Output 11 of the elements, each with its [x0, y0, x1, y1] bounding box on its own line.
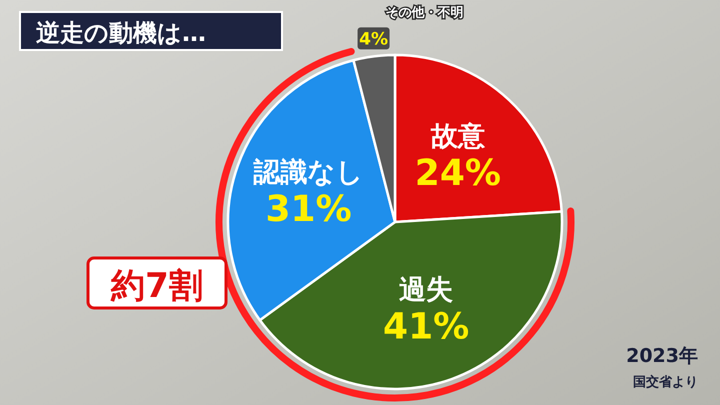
slice-label: 認識なし: [252, 156, 364, 188]
slice-label: 故意: [430, 121, 486, 152]
slice-label: 過失: [399, 274, 454, 306]
data-label: 24%: [414, 153, 501, 194]
data-label: 4%: [359, 29, 388, 50]
text: 国交省より: [633, 374, 698, 390]
text: 約7割: [110, 266, 203, 306]
text: 逆走の動機は…: [36, 19, 206, 47]
data-label: 41%: [383, 306, 470, 348]
text: 2023年: [626, 345, 698, 367]
data-label: 31%: [265, 188, 352, 230]
